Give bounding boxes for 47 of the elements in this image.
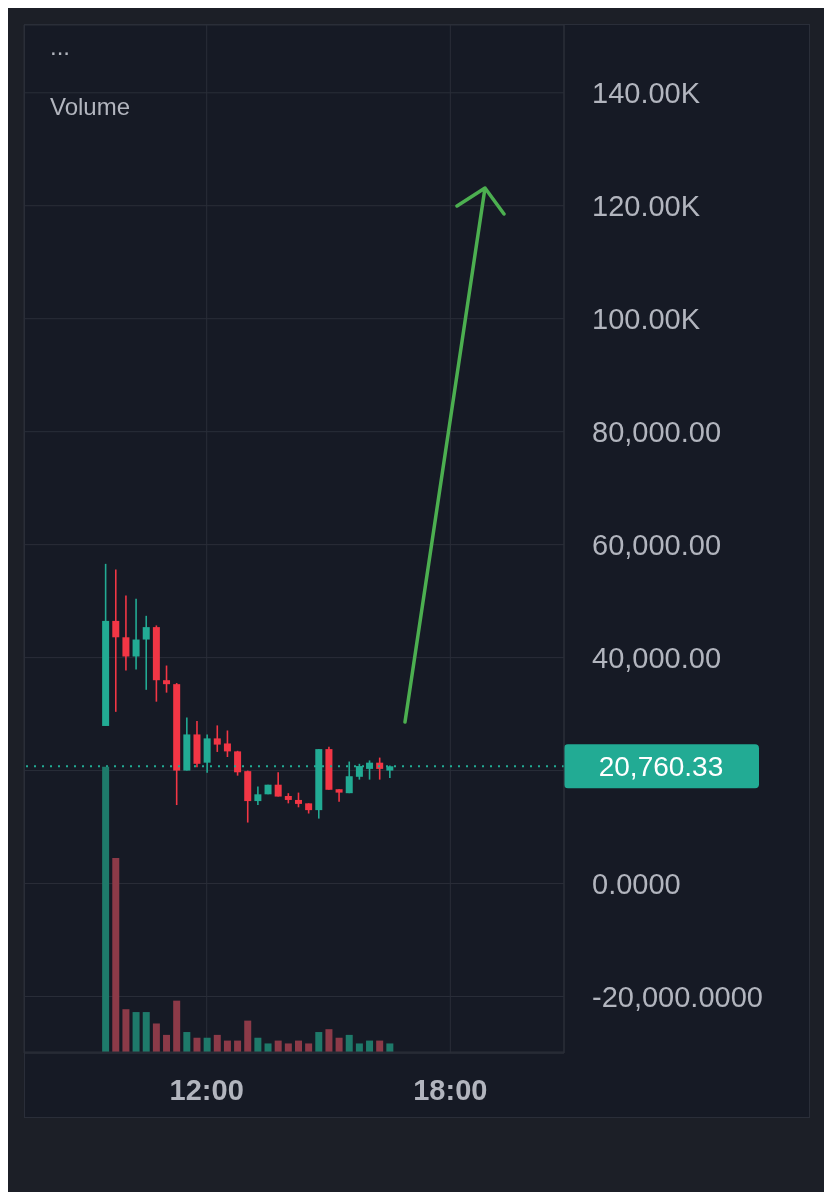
x-tick-label: 18:00 xyxy=(413,1073,488,1106)
bar xyxy=(244,1020,252,1052)
y-tick-label: 80,000.00 xyxy=(592,415,722,448)
bar xyxy=(345,1034,353,1052)
candlestick xyxy=(163,664,171,694)
x-tick-label: 12:00 xyxy=(169,1073,244,1106)
bar xyxy=(132,1012,140,1052)
bar xyxy=(122,1009,130,1052)
candlestick xyxy=(254,785,262,806)
bar xyxy=(193,1037,201,1052)
y-tick-label: 0.0000 xyxy=(592,867,681,900)
bar xyxy=(203,1037,211,1052)
candlestick xyxy=(274,771,282,798)
y-tick-label: 60,000.00 xyxy=(592,528,722,561)
candlestick xyxy=(122,594,130,672)
bar xyxy=(264,1043,272,1052)
candlestick xyxy=(213,724,221,753)
bar xyxy=(112,858,120,1052)
bar xyxy=(102,766,110,1052)
y-tick-label: 120.00K xyxy=(592,190,701,223)
y-tick-label: 40,000.00 xyxy=(592,641,722,674)
bar xyxy=(386,1043,394,1052)
ref-line-label: 20,760.33 xyxy=(598,751,724,783)
chart-title: ... xyxy=(50,32,71,62)
bar xyxy=(163,1034,171,1052)
bar xyxy=(213,1034,221,1052)
candlestick xyxy=(132,598,140,671)
y-tick-label: -20,000.0000 xyxy=(592,980,763,1013)
bar xyxy=(355,1043,363,1052)
bar xyxy=(183,1032,191,1052)
chart-title: Volume xyxy=(50,92,131,122)
candlestick xyxy=(234,750,242,777)
bar xyxy=(284,1043,292,1052)
bar xyxy=(142,1012,150,1052)
candlestick xyxy=(223,729,231,758)
candlestick xyxy=(112,568,120,713)
bar xyxy=(173,1000,181,1052)
y-tick-label: 140.00K xyxy=(592,77,701,110)
candlestick xyxy=(335,788,343,803)
candlestick xyxy=(142,615,150,691)
bar xyxy=(152,1023,160,1052)
bar xyxy=(305,1043,313,1052)
bar xyxy=(335,1037,343,1052)
bar xyxy=(315,1032,323,1052)
bar xyxy=(325,1029,333,1052)
bar xyxy=(254,1037,262,1052)
y-tick-label: 100.00K xyxy=(592,303,701,336)
